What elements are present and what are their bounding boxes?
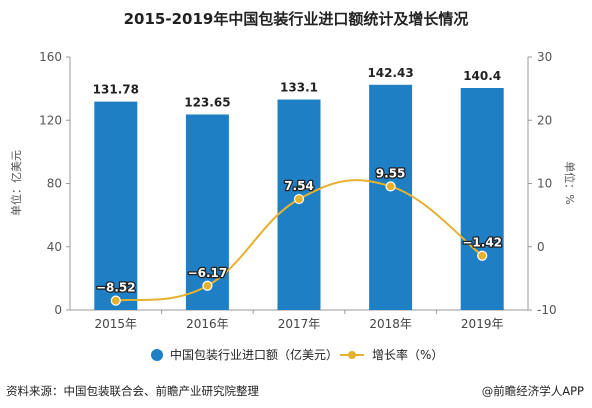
bar [369, 84, 413, 310]
bar [460, 87, 504, 311]
growth-rate-point [110, 295, 121, 306]
x-tick-label: 2019年 [461, 317, 504, 331]
growth-rate-label: −6.17 [188, 266, 228, 280]
bar [185, 114, 229, 310]
legend-bar-marker [151, 349, 163, 361]
y-left-tick-label: 120 [39, 113, 62, 127]
y-right-tick-label: 30 [537, 50, 552, 64]
growth-rate-point [202, 280, 213, 291]
legend-bar-label: 中国包装行业进口额（亿美元） [170, 347, 338, 362]
y-left-tick-label: 40 [47, 240, 62, 254]
y-left-tick-label: 80 [47, 177, 62, 191]
y-right-tick-label: 10 [537, 177, 552, 191]
legend-line-marker [348, 351, 356, 359]
y-left-tick-label: 160 [39, 50, 62, 64]
x-tick-label: 2015年 [95, 317, 138, 331]
y-left-tick-label: 0 [54, 303, 62, 317]
growth-rate-point [477, 250, 488, 261]
y-right-tick-label: 20 [537, 113, 552, 127]
y-right-tick-label: 0 [537, 240, 545, 254]
bar [94, 101, 138, 311]
legend-line-label: 增长率（%） [372, 347, 443, 362]
y-axis-left-title: 单位：亿美元 [9, 150, 23, 216]
growth-rate-label: 7.54 [284, 179, 314, 193]
source-note: 资料来源：中国包装联合会、前瞻产业研究院整理 [6, 384, 259, 398]
bar [277, 99, 321, 311]
brand-credit: @前瞻经济学人APP [481, 384, 584, 398]
growth-rate-label: −1.42 [462, 236, 502, 250]
growth-rate-label: 9.55 [376, 166, 406, 180]
y-right-tick-label: -10 [537, 303, 557, 317]
growth-rate-point [385, 181, 396, 192]
y-axis-right-title: 单位：% [563, 161, 577, 204]
chart-title: 2015-2019年中国包装行业进口额统计及增长情况 [123, 10, 469, 28]
bar-value-label: 131.78 [93, 83, 139, 97]
x-tick-label: 2018年 [369, 317, 412, 331]
bar-value-label: 140.4 [463, 69, 501, 83]
growth-rate-point [293, 193, 305, 205]
bar-value-label: 142.43 [367, 66, 413, 80]
bar-value-label: 133.1 [280, 81, 318, 95]
x-tick-label: 2016年 [186, 317, 229, 331]
x-tick-label: 2017年 [278, 317, 321, 331]
bar-value-label: 123.65 [184, 95, 230, 109]
growth-rate-label: −8.52 [96, 281, 136, 295]
